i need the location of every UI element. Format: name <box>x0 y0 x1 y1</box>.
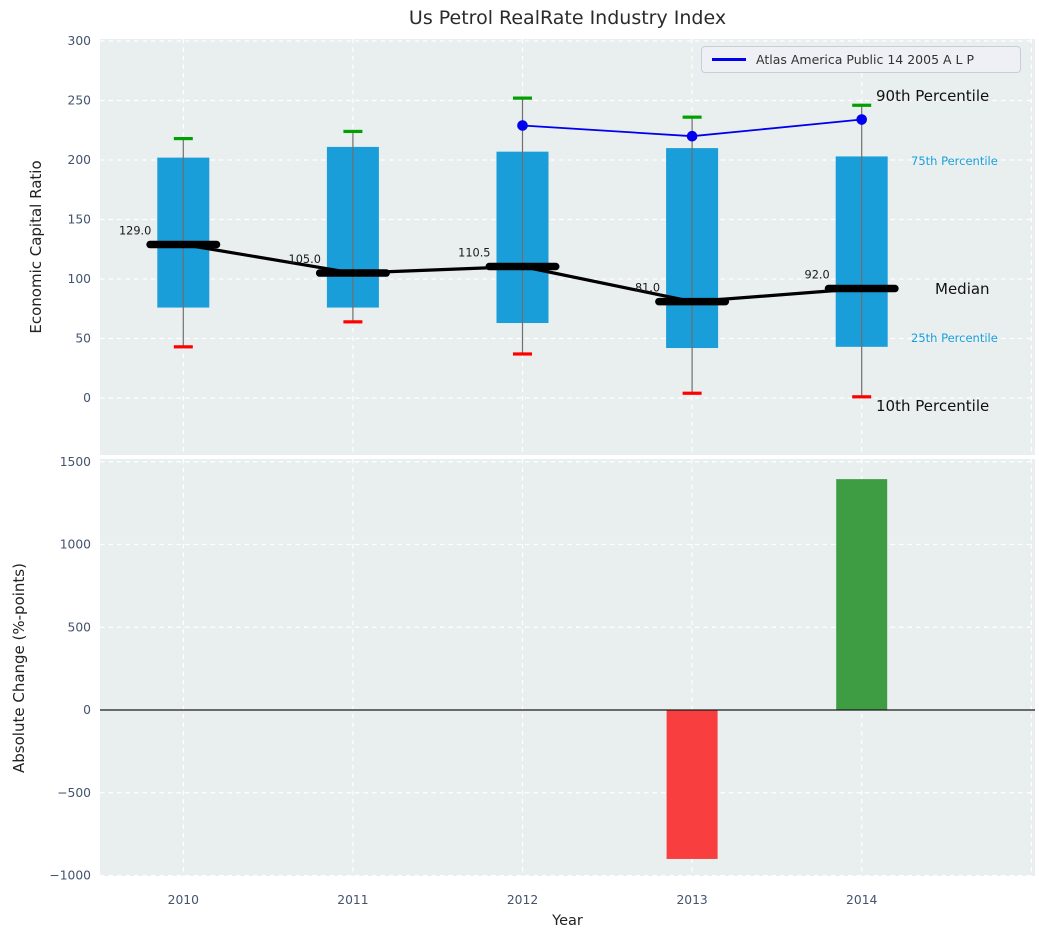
top-y-tick-label: 50 <box>75 332 91 346</box>
median-segment-2011 <box>315 269 390 277</box>
bottom-y-tick-label: 500 <box>68 620 91 634</box>
annotation-25th-percentile: 25th Percentile <box>911 331 998 345</box>
cap-10th-2013 <box>682 391 702 395</box>
x-axis-label: Year <box>552 913 583 929</box>
median-value-label: 92.0 <box>805 269 830 282</box>
median-value-label: 105.0 <box>289 253 321 266</box>
top-y-tick-label: 300 <box>68 34 91 48</box>
bottom-y-tick-label: 1500 <box>60 455 91 469</box>
chart-title: Us Petrol RealRate Industry Index <box>408 7 727 29</box>
bottom-y-tick-label: 1000 <box>60 538 91 552</box>
cap-90th-2010 <box>173 136 193 141</box>
annotation-90th-percentile: 90th Percentile <box>876 87 990 105</box>
median-value-label: 110.5 <box>458 247 490 260</box>
annotation-10th-percentile: 10th Percentile <box>876 397 990 415</box>
annotation-median: Median <box>935 280 990 298</box>
median-segment-2012 <box>485 262 560 271</box>
top-y-axis-label: Economic Capital Ratio <box>27 160 45 334</box>
cap-90th-2012 <box>513 96 532 100</box>
cap-90th-2014 <box>852 103 872 107</box>
cap-10th-2011 <box>343 320 363 324</box>
cap-90th-2011 <box>343 129 363 134</box>
top-y-tick-label: 250 <box>68 94 91 108</box>
atlas-marker <box>856 114 867 125</box>
change-bar-2014 <box>836 479 888 710</box>
median-segment-2013 <box>655 297 730 306</box>
cap-10th-2014 <box>852 395 872 399</box>
cap-90th-2013 <box>682 115 702 119</box>
bottom-panel-background <box>100 459 1035 876</box>
bottom-y-tick-label: −1000 <box>49 869 91 883</box>
top-y-tick-label: 150 <box>68 213 91 227</box>
bottom-y-axis-label: Absolute Change (%-points) <box>10 563 28 773</box>
x-tick-label: 2011 <box>337 893 368 907</box>
median-value-label: 81.0 <box>635 282 660 295</box>
legend-label: Atlas America Public 14 2005 A L P <box>756 52 975 67</box>
median-value-label: 129.0 <box>119 224 151 237</box>
change-bar-2013 <box>666 710 718 859</box>
median-segment-2014 <box>824 284 899 293</box>
top-y-tick-label: 100 <box>68 272 91 286</box>
annotation-75th-percentile: 75th Percentile <box>911 154 998 168</box>
cap-10th-2010 <box>173 345 193 349</box>
top-y-tick-label: 200 <box>68 153 91 167</box>
top-y-tick-label: 0 <box>83 391 91 405</box>
cap-10th-2012 <box>513 352 532 356</box>
x-tick-label: 2013 <box>676 893 707 907</box>
bottom-y-tick-label: 0 <box>83 703 91 717</box>
atlas-marker <box>517 120 528 131</box>
median-segment-2010 <box>146 240 221 249</box>
atlas-marker <box>686 130 698 142</box>
legend-line-sample-icon <box>712 58 746 61</box>
x-tick-label: 2014 <box>846 893 877 907</box>
bottom-y-tick-label: −500 <box>57 786 91 800</box>
x-tick-label: 2012 <box>507 893 538 907</box>
legend: Atlas America Public 14 2005 A L P <box>701 46 1021 73</box>
x-tick-label: 2010 <box>168 893 199 907</box>
